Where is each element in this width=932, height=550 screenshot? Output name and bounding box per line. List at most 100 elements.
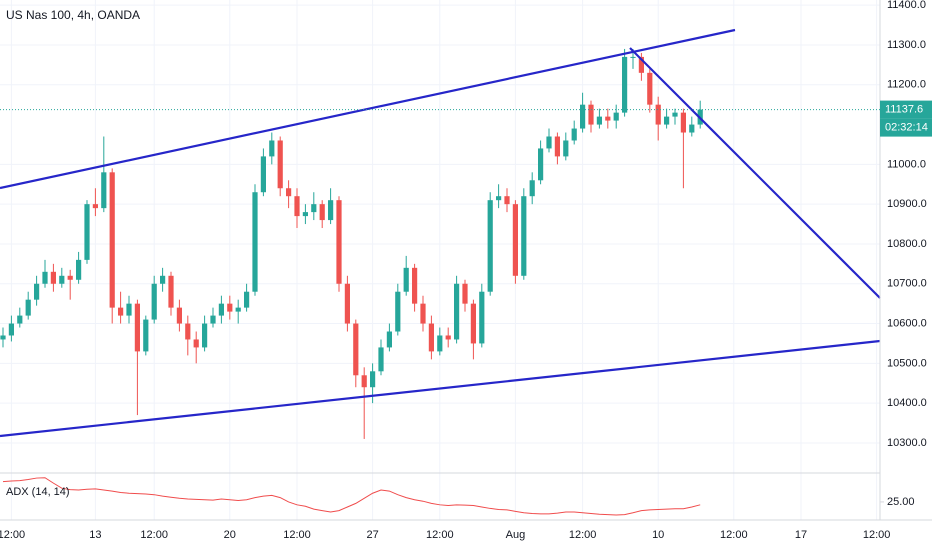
candle-body (672, 112, 678, 117)
candle-body (252, 192, 258, 292)
candle-body (76, 259, 82, 280)
x-tick-label: 17 (795, 529, 807, 541)
candle-body (134, 303, 140, 352)
candle-body (210, 315, 216, 324)
candle-body (462, 283, 468, 304)
candle-body (302, 212, 308, 217)
candle-body (496, 196, 502, 201)
y-tick-label: 11400.0 (887, 0, 926, 11)
candle-body (655, 104, 661, 125)
candle-body (580, 104, 586, 129)
indicator-tick-label: 25.00 (887, 496, 915, 508)
candle-body (227, 303, 233, 312)
candle-body (84, 204, 90, 260)
candle-body (554, 136, 560, 157)
candle-body (538, 148, 544, 181)
candle-body (67, 275, 73, 280)
y-tick-label: 10500.0 (887, 357, 927, 369)
candle-body (512, 204, 518, 276)
y-tick-label: 11000.0 (887, 158, 926, 170)
y-tick-label: 11300.0 (887, 39, 926, 51)
lower-trend-line (0, 339, 881, 438)
countdown-label: 02:32:14 (885, 122, 928, 134)
candle-body (151, 283, 157, 320)
candle-body (101, 172, 107, 209)
x-tick-label: 27 (366, 529, 378, 541)
candle-body (479, 291, 485, 344)
x-tick-label: 12:00 (863, 529, 891, 541)
x-tick-label: 12:00 (720, 529, 748, 541)
candle-body (50, 271, 56, 284)
candle-body (260, 156, 266, 193)
y-tick-label: 10900.0 (887, 198, 927, 210)
candle-body (126, 303, 132, 316)
candle-body (454, 283, 460, 340)
candle-body (353, 323, 359, 376)
candle-body (613, 112, 619, 121)
candle-body (286, 188, 292, 197)
candle-body (437, 335, 443, 352)
candle-body (680, 112, 686, 133)
y-tick-label: 10400.0 (887, 397, 927, 409)
upper-trend-line (0, 28, 736, 190)
candle-body (244, 291, 250, 308)
candle-body (588, 104, 594, 125)
candle-body (92, 204, 98, 209)
candle-body (109, 172, 115, 308)
y-tick-label: 10600.0 (887, 317, 927, 329)
candle-body (546, 136, 552, 149)
y-tick-label: 10700.0 (887, 278, 927, 290)
candle-body (344, 283, 350, 324)
candle-body (487, 200, 493, 292)
candle-body (42, 271, 48, 284)
last-price-label: 11137.6 (885, 104, 923, 116)
candle-body (59, 275, 65, 284)
candle-body (168, 275, 174, 308)
candle-body (218, 303, 224, 316)
x-tick-label: 12:00 (426, 529, 454, 541)
y-tick-label: 11200.0 (887, 79, 926, 91)
candle-body (160, 275, 166, 284)
candle-body (25, 299, 31, 316)
trend-lines (0, 28, 881, 438)
candle-body (395, 291, 401, 332)
candle-body (504, 196, 510, 205)
candle-body (361, 375, 367, 388)
candle-body (235, 307, 241, 312)
candle-body (378, 347, 384, 372)
candle-body (269, 140, 275, 157)
candle-body (370, 371, 376, 388)
candle-body (185, 323, 191, 340)
candle-body (193, 339, 199, 348)
candle-body (0, 335, 6, 340)
candle-body (596, 116, 602, 125)
candle-body (630, 56, 636, 58)
x-tick-label: 12:00 (0, 529, 25, 541)
candle-body (294, 196, 300, 217)
candle-body (664, 116, 670, 125)
x-tick-label: 12:00 (569, 529, 597, 541)
candle-body (563, 140, 569, 157)
candle-body (428, 323, 434, 352)
candle-body (143, 319, 149, 352)
x-tick-label: 13 (89, 529, 101, 541)
y-tick-label: 10800.0 (887, 238, 927, 250)
candle-body (328, 200, 334, 221)
candle-body (521, 196, 527, 276)
candles (0, 48, 703, 439)
candle-body (319, 204, 325, 221)
candle-body (118, 307, 124, 316)
candle-body (412, 267, 418, 304)
x-tick-label: 10 (652, 529, 664, 541)
candle-body (311, 204, 317, 213)
candle-body (420, 303, 426, 324)
candle-body (386, 331, 392, 348)
x-tick-label: 20 (224, 529, 236, 541)
candle-body (605, 116, 611, 121)
candle-body (202, 323, 208, 348)
candle-body (529, 180, 535, 197)
